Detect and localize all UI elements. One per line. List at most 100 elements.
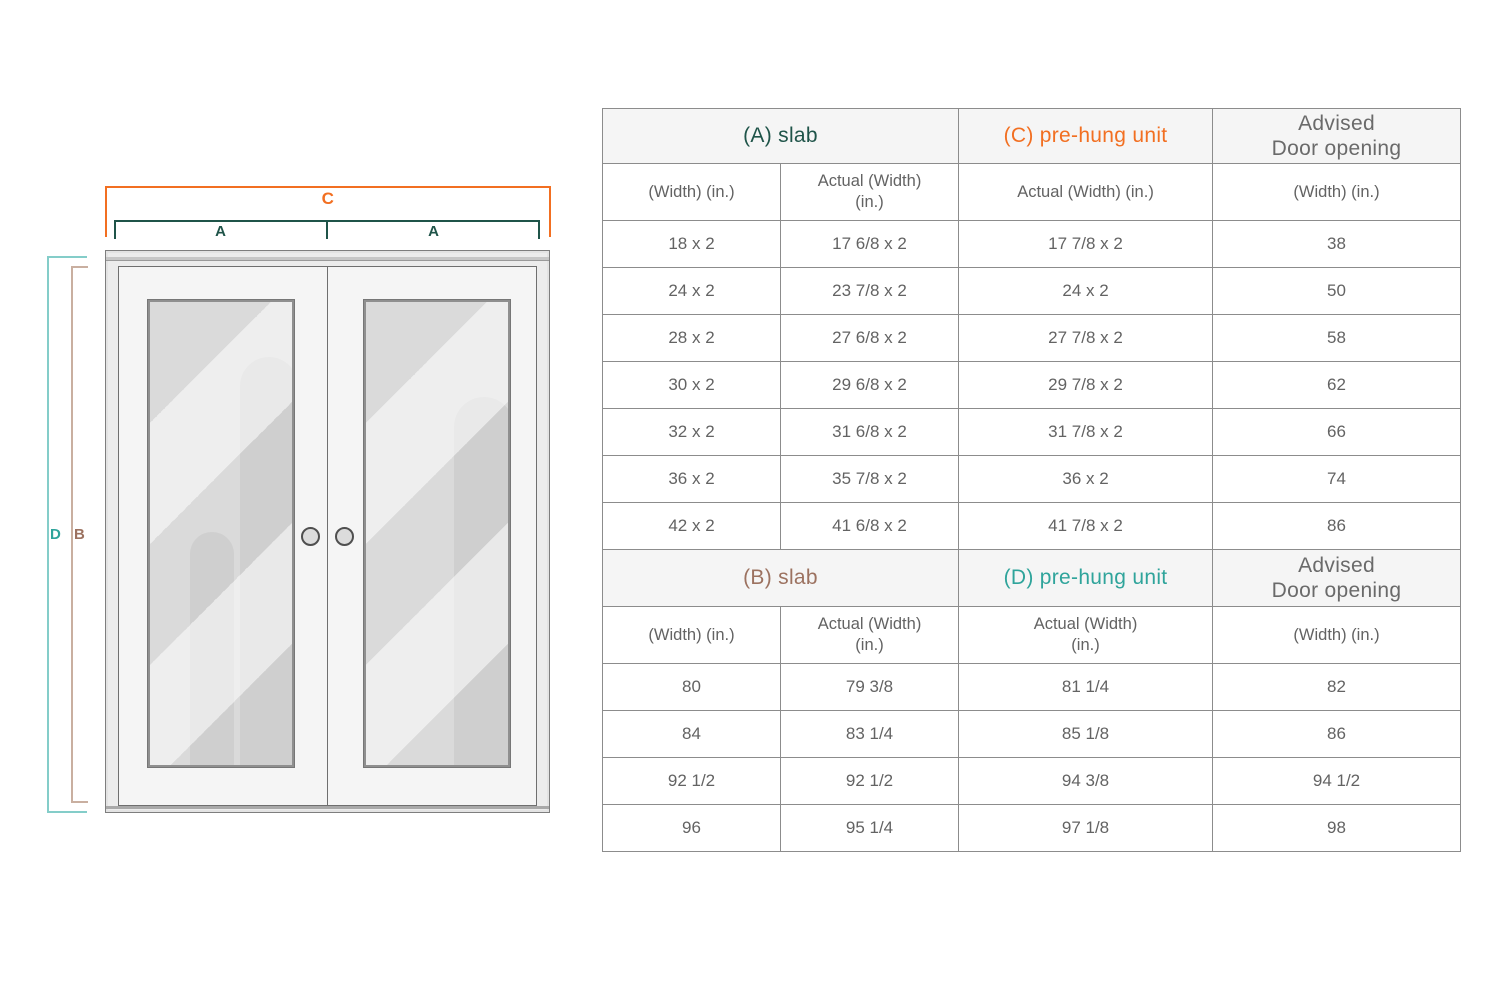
table-cell: 29 7/8 x 2 [958,361,1214,409]
subheader-line: Actual (Width) [817,615,922,634]
table-cell: 29 6/8 x 2 [779,361,960,409]
table-row: 24 x 2 23 7/8 x 2 24 x 2 50 [602,267,1462,315]
header-prehung-d: (D) pre-hung unit [958,549,1214,607]
table-cell: 96 [602,804,781,852]
table-cell: 42 x 2 [602,502,781,550]
subheader-width: (Width) (in.) [602,606,781,664]
door-knob-left [300,527,320,546]
subheader-line: (in.) [855,636,884,654]
subheader-line: (in.) [855,193,884,211]
table-row: 92 1/2 92 1/2 94 3/8 94 1/2 [602,757,1462,805]
subheader-row: (Width) (in.) Actual (Width) (in.) Actua… [602,606,1462,664]
table-cell: 36 x 2 [602,455,781,503]
header-slab-b: (B) slab [601,549,960,607]
table-cell: 66 [1212,408,1462,456]
table-cell: 94 1/2 [1212,757,1462,805]
table-cell: 94 3/8 [958,757,1214,805]
bracket-tick [326,222,328,239]
subheader-line: Actual (Width) [1033,615,1138,634]
dimension-label-c: C [321,189,335,208]
table-cell: 97 1/8 [958,804,1214,852]
subheader-advised-width: (Width) (in.) [1212,163,1462,221]
subheader-actual-width-prehung: Actual (Width) (in.) [958,163,1214,221]
table-cell: 30 x 2 [602,361,781,409]
table-row: 18 x 2 17 6/8 x 2 17 7/8 x 2 38 [602,220,1462,268]
door-knob-right [334,527,354,546]
table-cell: 95 1/4 [779,804,960,852]
subheader-actual-width-prehung: Actual (Width) (in.) [958,606,1214,664]
table-cell: 98 [1212,804,1462,852]
table-row: 84 83 1/4 85 1/8 86 [602,710,1462,758]
table-cell: 82 [1212,663,1462,711]
table-row: 96 95 1/4 97 1/8 98 [602,804,1462,852]
subheader-actual-width: Actual (Width) (in.) [779,163,960,221]
glass-glare [365,302,508,765]
table-row: 28 x 2 27 6/8 x 2 27 7/8 x 2 58 [602,314,1462,362]
table-cell: 38 [1212,220,1462,268]
table-cell: 74 [1212,455,1462,503]
header-advised-opening: Advised Door opening [1212,108,1462,164]
dimension-label-a-left: A [215,223,226,240]
glass-panel-right [363,300,510,767]
table-cell: 31 7/8 x 2 [958,408,1214,456]
table-cell: 86 [1212,710,1462,758]
table-row: 30 x 2 29 6/8 x 2 29 7/8 x 2 62 [602,361,1462,409]
door-left [119,267,328,805]
door-sill [106,806,549,809]
subheader-line: Actual (Width) [817,172,922,191]
header-advised-line1: Advised [1298,111,1375,135]
glass-glare [150,302,292,765]
table-cell: 62 [1212,361,1462,409]
table-row: 42 x 2 41 6/8 x 2 41 7/8 x 2 86 [602,502,1462,550]
table-row: 80 79 3/8 81 1/4 82 [602,663,1462,711]
section-header-row: (B) slab (D) pre-hung unit Advised Door … [601,549,1462,607]
table-cell: 83 1/4 [779,710,960,758]
table-row: 32 x 2 31 6/8 x 2 31 7/8 x 2 66 [602,408,1462,456]
header-advised-opening: Advised Door opening [1212,549,1462,607]
header-prehung-c: (C) pre-hung unit [958,108,1214,164]
table-cell: 24 x 2 [958,267,1214,315]
dimension-bracket-b [71,266,88,803]
subheader-line: (in.) [1071,636,1100,654]
dimension-label-d: D [50,526,61,543]
header-advised-line2: Door opening [1271,137,1402,160]
table-cell: 18 x 2 [602,220,781,268]
table-cell: 17 7/8 x 2 [958,220,1214,268]
table-cell: 86 [1212,502,1462,550]
subheader-advised-width: (Width) (in.) [1212,606,1462,664]
table-cell: 85 1/8 [958,710,1214,758]
dimension-bracket-d [47,256,87,813]
table-cell: 50 [1212,267,1462,315]
table-cell: 27 6/8 x 2 [779,314,960,362]
table-cell: 79 3/8 [779,663,960,711]
dimension-bracket-a: A A [114,220,540,240]
double-door-diagram [118,266,537,806]
header-advised-line1: Advised [1298,553,1375,577]
header-slab-a: (A) slab [601,108,960,164]
section-header-row: (A) slab (C) pre-hung unit Advised Door … [601,108,1462,164]
table-cell: 31 6/8 x 2 [779,408,960,456]
table-cell: 23 7/8 x 2 [779,267,960,315]
dimension-label-a-right: A [428,223,439,240]
table-cell: 41 6/8 x 2 [779,502,960,550]
table-cell: 80 [602,663,781,711]
table-cell: 41 7/8 x 2 [958,502,1214,550]
bracket-tick [114,222,116,239]
door-head-jamb [106,257,549,261]
table-cell: 58 [1212,314,1462,362]
subheader-actual-width: Actual (Width) (in.) [779,606,960,664]
table-cell: 81 1/4 [958,663,1214,711]
bracket-tick [538,222,540,239]
table-cell: 35 7/8 x 2 [779,455,960,503]
door-size-table: (A) slab (C) pre-hung unit Advised Door … [601,108,1462,852]
subheader-row: (Width) (in.) Actual (Width) (in.) Actua… [602,163,1462,221]
dimension-label-b: B [74,526,85,543]
table-cell: 28 x 2 [602,314,781,362]
table-cell: 92 1/2 [779,757,960,805]
dimension-bracket-c [105,186,551,237]
table-cell: 32 x 2 [602,408,781,456]
table-cell: 36 x 2 [958,455,1214,503]
table-row: 36 x 2 35 7/8 x 2 36 x 2 74 [602,455,1462,503]
subheader-width: (Width) (in.) [602,163,781,221]
glass-panel-left [148,300,294,767]
